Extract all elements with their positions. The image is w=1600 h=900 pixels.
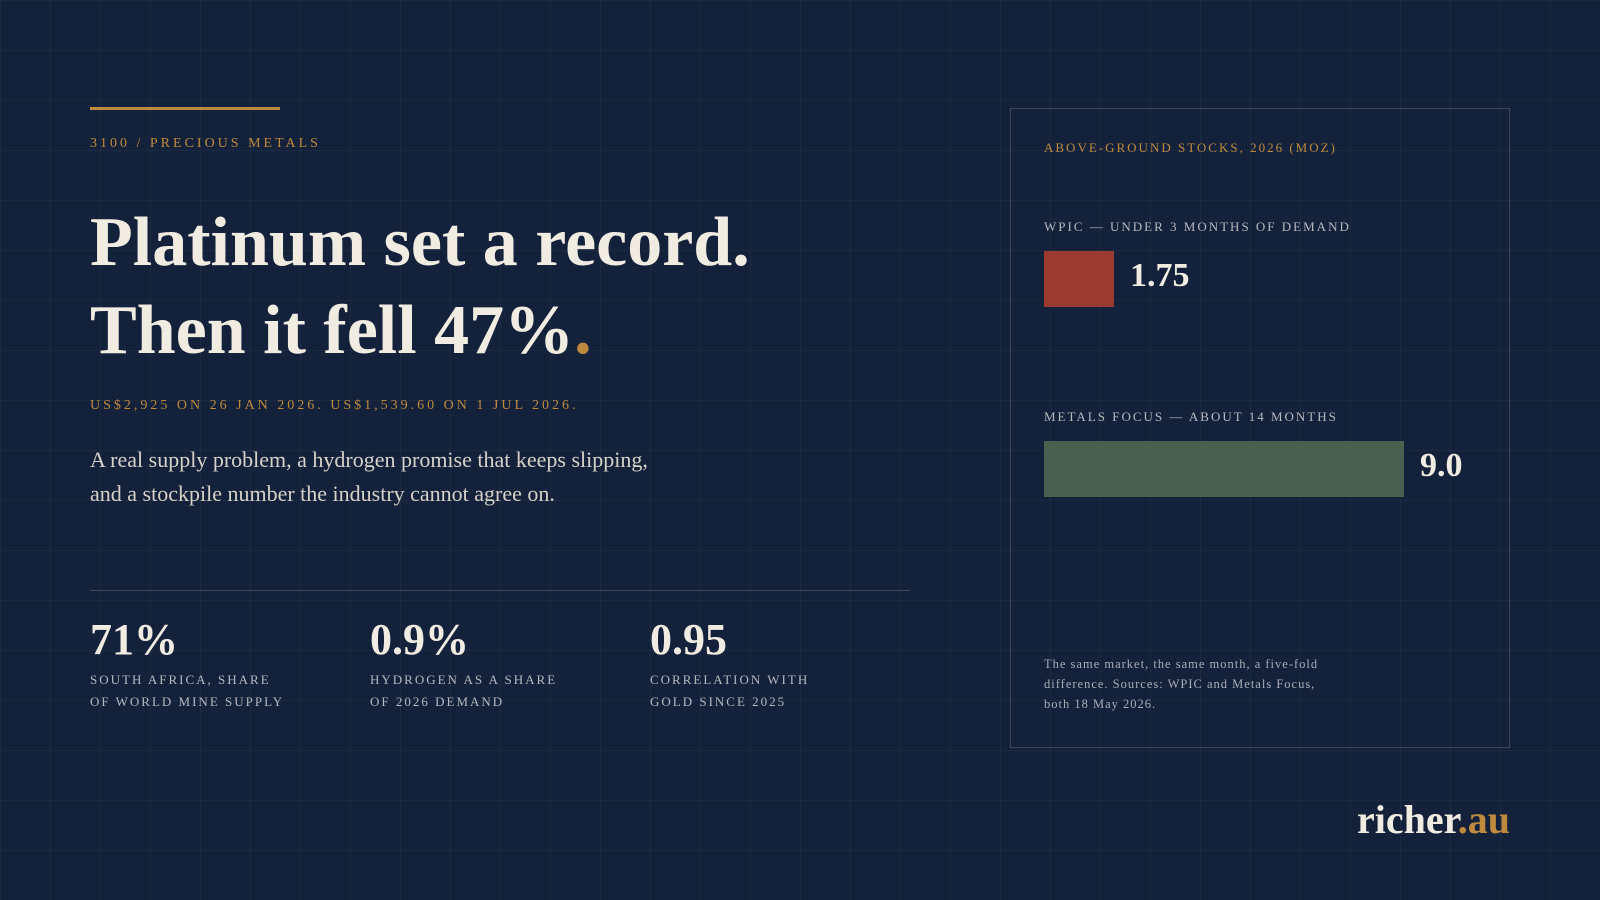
stat-value: 0.95 (650, 615, 727, 664)
chart-note: The same market, the same month, a five-… (1044, 654, 1318, 714)
body: A real supply problem, a hydrogen promis… (90, 443, 648, 511)
stat-value: 0.9% (370, 615, 469, 664)
note-line: The same market, the same month, a five-… (1044, 657, 1319, 671)
chart-panel: ABOVE-GROUND STOCKS, 2026 (MOZ) WPIC — U… (1010, 108, 1510, 748)
headline-line: Then it fell 47%. (90, 287, 750, 375)
headline-accent: . (574, 292, 592, 369)
subline: US$2,925 ON 26 JAN 2026. US$1,539.60 ON … (90, 398, 579, 413)
bar (1044, 441, 1404, 497)
headline-line: Platinum set a record. (90, 204, 750, 281)
category-label: WPIC — UNDER 3 MONTHS OF DEMAND (1044, 219, 1351, 234)
kicker: 3100 / PRECIOUS METALS (90, 136, 321, 151)
stat-label: OF WORLD MINE SUPPLY (90, 694, 285, 709)
stat-label: GOLD SINCE 2025 (650, 694, 787, 709)
body-line: A real supply problem, a hydrogen promis… (90, 447, 648, 472)
chart-title: ABOVE-GROUND STOCKS, 2026 (MOZ) (1044, 140, 1337, 155)
brand-name: richer (1357, 797, 1458, 842)
headline: Platinum set a record. Then it fell 47%. (90, 199, 750, 375)
headline-text: Then it fell 47% (90, 292, 575, 369)
divider (90, 590, 910, 591)
stat-label: OF 2026 DEMAND (370, 694, 505, 709)
value-label: 9.0 (1420, 447, 1463, 484)
accent-rule (90, 107, 280, 110)
stat-label: CORRELATION WITH (650, 672, 810, 687)
bar (1044, 251, 1114, 307)
note-line: both 18 May 2026. (1044, 697, 1157, 711)
brand: richer.au (1357, 796, 1510, 843)
brand-suffix: .au (1457, 797, 1510, 842)
note-line: difference. Sources: WPIC and Metals Foc… (1044, 677, 1316, 691)
category-label: METALS FOCUS — ABOUT 14 MONTHS (1044, 409, 1338, 424)
stat-value: 71% (90, 615, 178, 664)
value-label: 1.75 (1130, 257, 1190, 294)
stat-label: HYDROGEN AS A SHARE (370, 672, 558, 687)
stat-label: SOUTH AFRICA, SHARE (90, 672, 271, 687)
body-line: and a stockpile number the industry cann… (90, 481, 555, 506)
